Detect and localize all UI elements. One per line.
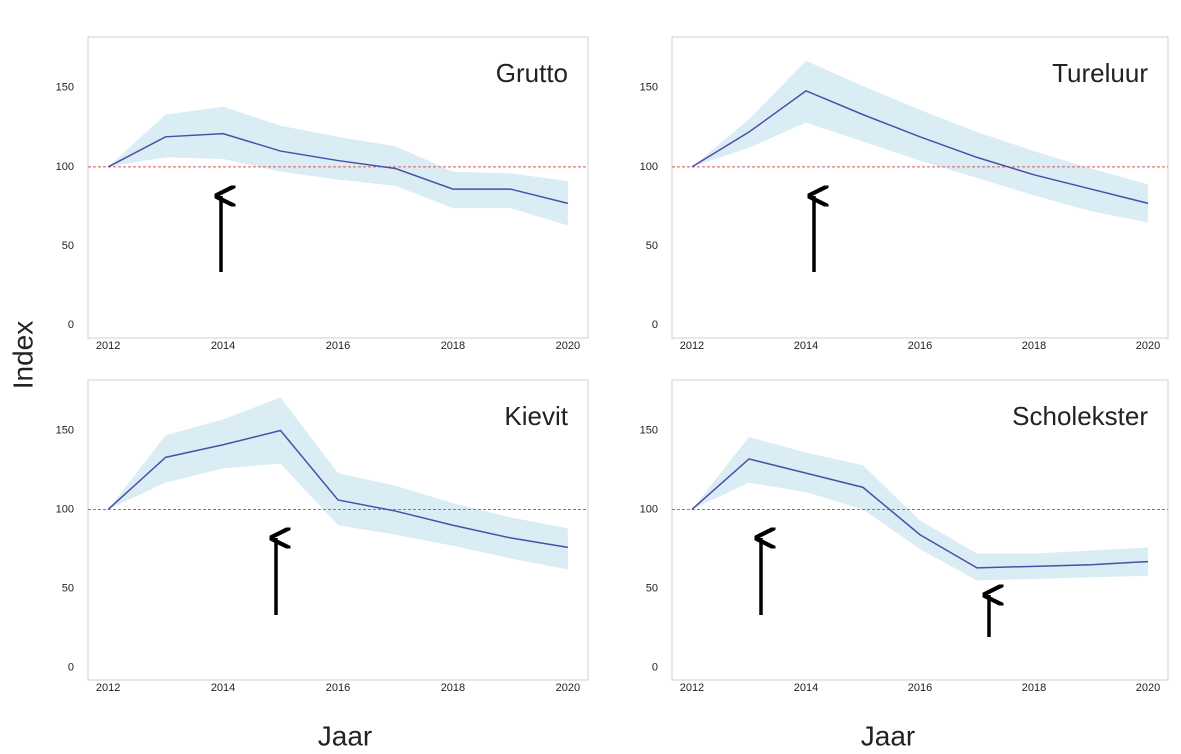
panel-title: Scholekster xyxy=(1012,401,1148,431)
x-tick-label: 2016 xyxy=(326,340,350,352)
x-tick-label: 2020 xyxy=(1136,682,1160,694)
x-tick-label: 2018 xyxy=(441,682,465,694)
y-tick-label: 100 xyxy=(640,161,658,173)
x-tick-label: 2016 xyxy=(326,682,350,694)
y-tick-label: 100 xyxy=(56,161,74,173)
panel-title: Tureluur xyxy=(1052,58,1148,88)
x-tick-label: 2012 xyxy=(96,682,120,694)
panel-title: Grutto xyxy=(496,58,568,88)
y-tick-label: 0 xyxy=(652,319,658,331)
x-tick-label: 2012 xyxy=(96,340,120,352)
index-line xyxy=(691,90,1149,205)
confidence-band xyxy=(108,397,568,570)
x-tick-label: 2020 xyxy=(556,340,580,352)
y-tick-label: 50 xyxy=(646,582,658,594)
index-line xyxy=(107,429,569,549)
y-tick-label: 0 xyxy=(652,661,658,673)
y-tick-label: 50 xyxy=(62,240,74,252)
y-tick-label: 50 xyxy=(62,582,74,594)
x-tick-label: 2014 xyxy=(794,682,818,694)
y-tick-label: 100 xyxy=(640,503,658,515)
x-tick-label: 2016 xyxy=(908,682,932,694)
panels: 0 50 100 150 2012 2014 2016 2018 2020 Grutto 0 50 10… xyxy=(56,36,1169,751)
arrows xyxy=(221,196,989,637)
index-line xyxy=(691,458,1149,569)
x-axis-label: Jaar xyxy=(318,720,372,751)
y-tick-label: 0 xyxy=(68,661,74,673)
x-tick-label: 2014 xyxy=(211,340,235,352)
x-tick-label: 2014 xyxy=(211,682,235,694)
x-tick-label: 2018 xyxy=(441,340,465,352)
x-tick-label: 2012 xyxy=(680,682,704,694)
x-tick-label: 2018 xyxy=(1022,682,1046,694)
y-tick-label: 50 xyxy=(646,240,658,252)
panel-title: Kievit xyxy=(504,401,568,431)
y-tick-label: 100 xyxy=(56,503,74,515)
x-tick-label: 2020 xyxy=(1136,340,1160,352)
index-line xyxy=(107,132,569,205)
confidence-band xyxy=(108,106,568,226)
x-axis-label: Jaar xyxy=(861,720,915,751)
y-tick-label: 150 xyxy=(56,424,74,436)
confidence-band xyxy=(691,60,1149,223)
y-tick-label: 150 xyxy=(640,82,658,94)
x-tick-label: 2020 xyxy=(556,682,580,694)
y-tick-label: 0 xyxy=(68,319,74,331)
x-tick-label: 2018 xyxy=(1022,340,1046,352)
x-tick-label: 2012 xyxy=(680,340,704,352)
x-tick-label: 2016 xyxy=(908,340,932,352)
y-axis-label: Index xyxy=(7,321,38,390)
x-tick-label: 2014 xyxy=(794,340,818,352)
y-tick-label: 150 xyxy=(56,82,74,94)
y-tick-label: 150 xyxy=(640,424,658,436)
